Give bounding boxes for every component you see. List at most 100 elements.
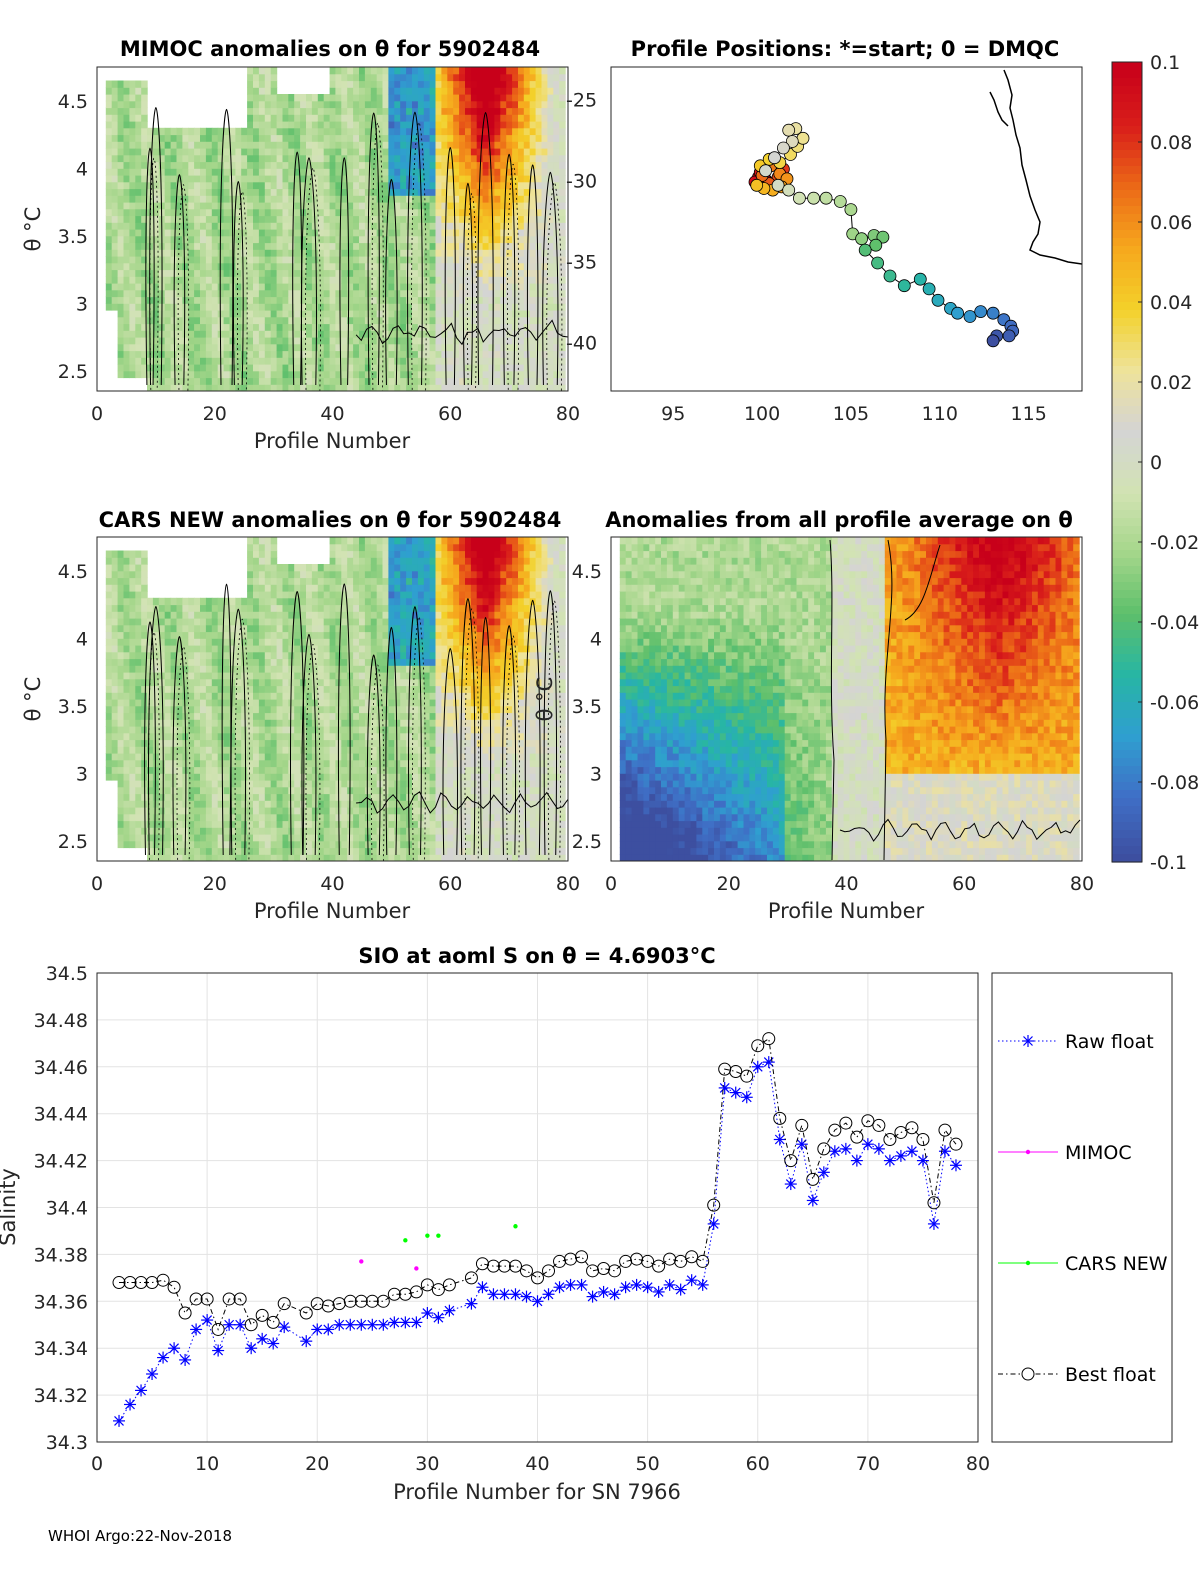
heatmap-cell — [129, 310, 136, 318]
heatmap-cell — [194, 229, 201, 237]
heatmap-cell — [241, 276, 248, 284]
heatmap-cell — [223, 296, 231, 304]
heatmap-cell — [117, 604, 125, 612]
heatmap-cell — [158, 732, 166, 741]
heatmap-cell — [194, 249, 201, 257]
heatmap-cell — [506, 134, 513, 142]
heatmap-cell — [388, 67, 395, 75]
heatmap-cell — [429, 73, 437, 82]
heatmap-cell — [559, 370, 566, 379]
heatmap-cell — [123, 107, 130, 115]
heatmap-cell — [400, 242, 407, 250]
heatmap-cell — [123, 350, 130, 358]
heatmap-cell — [235, 377, 242, 385]
heatmap-cell — [270, 242, 278, 250]
heatmap-cell — [152, 665, 160, 673]
heatmap-cell — [205, 256, 213, 264]
heatmap-cell — [111, 550, 119, 558]
heatmap-cell — [494, 215, 501, 223]
heatmap-cell — [188, 753, 195, 761]
heatmap-cell — [258, 591, 266, 599]
heatmap-cell — [111, 759, 119, 768]
heatmap-cell — [276, 330, 284, 338]
heatmap-cell — [182, 249, 189, 257]
heatmap-cell — [494, 296, 501, 304]
heatmap-cell — [147, 262, 154, 271]
heatmap-cell — [264, 577, 272, 585]
heatmap-cell — [117, 289, 125, 298]
mimoc-xtick-3: 60 — [438, 403, 462, 425]
heatmap-cell — [482, 357, 490, 365]
heatmap-cell — [235, 364, 242, 372]
heatmap-cell — [494, 73, 501, 82]
heatmap-cell — [306, 134, 313, 142]
heatmap-cell — [194, 813, 201, 822]
heatmap-cell — [152, 618, 160, 626]
heatmap-cell — [506, 350, 513, 358]
heatmap-cell — [129, 330, 136, 338]
heatmap-cell — [135, 100, 142, 109]
heatmap-cell — [506, 100, 513, 109]
heatmap-cell — [223, 154, 231, 163]
heatmap-cell — [176, 719, 183, 727]
heatmap-cell — [306, 289, 313, 298]
heatmap-cell — [465, 94, 472, 102]
heatmap-cell — [494, 168, 501, 176]
heatmap-cell — [229, 168, 236, 176]
heatmap-cell — [264, 73, 272, 82]
heatmap-cell — [258, 296, 266, 304]
heatmap-cell — [258, 645, 266, 653]
heatmap-cell — [529, 377, 537, 385]
heatmap-cell — [423, 154, 431, 163]
heatmap-cell — [270, 121, 278, 129]
heatmap-cell — [200, 638, 207, 646]
heatmap-cell — [188, 323, 195, 331]
heatmap-cell — [170, 208, 178, 217]
heatmap-cell — [188, 168, 195, 176]
heatmap-cell — [376, 343, 384, 352]
heatmap-cell — [253, 289, 260, 298]
colorbar-step — [1112, 654, 1142, 663]
heatmap-cell — [276, 296, 284, 304]
heatmap-cell — [400, 141, 407, 149]
heatmap-cell — [105, 705, 113, 714]
heatmap-cell — [117, 726, 125, 734]
heatmap-cell — [382, 154, 389, 163]
heatmap-cell — [553, 296, 560, 304]
heatmap-cell — [205, 289, 213, 298]
heatmap-cell — [258, 584, 266, 592]
heatmap-cell — [459, 202, 466, 210]
heatmap-cell — [417, 134, 425, 142]
heatmap-cell — [164, 678, 172, 687]
heatmap-cell — [258, 208, 266, 217]
heatmap-cell — [188, 256, 195, 264]
heatmap-cell — [253, 276, 260, 284]
heatmap-cell — [512, 188, 519, 196]
heatmap-cell — [500, 154, 507, 163]
heatmap-cell — [441, 215, 448, 223]
heatmap-cell — [412, 303, 419, 311]
heatmap-cell — [253, 127, 260, 136]
heatmap-cell — [335, 384, 342, 391]
heatmap-cell — [117, 127, 125, 136]
heatmap-cell — [135, 618, 142, 626]
heatmap-cell — [141, 235, 148, 244]
heatmap-cell — [311, 283, 319, 291]
heatmap-cell — [117, 283, 125, 291]
heatmap-cell — [141, 94, 148, 102]
heatmap-cell — [176, 739, 183, 747]
heatmap-cell — [276, 384, 284, 391]
heatmap-cell — [253, 188, 260, 196]
heatmap-cell — [129, 235, 136, 244]
heatmap-cell — [205, 840, 213, 849]
heatmap-cell — [258, 67, 266, 75]
heatmap-cell — [453, 343, 460, 352]
heatmap-cell — [282, 114, 289, 122]
heatmap-cell — [111, 222, 119, 230]
heatmap-cell — [470, 330, 478, 338]
heatmap-cell — [465, 337, 472, 345]
heatmap-cell — [435, 80, 442, 88]
heatmap-cell — [258, 181, 266, 190]
heatmap-cell — [429, 154, 437, 163]
heatmap-cell — [253, 820, 260, 828]
